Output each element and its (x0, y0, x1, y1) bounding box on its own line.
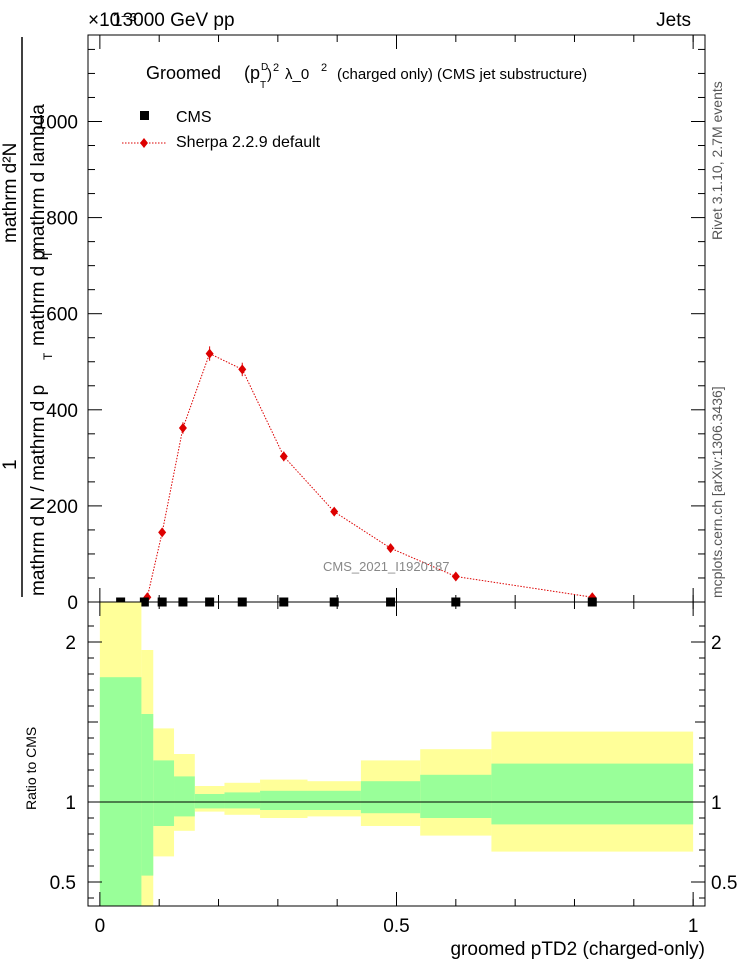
ratio-marks (88, 602, 705, 906)
mc-point (279, 451, 288, 462)
ratio-band-inner (141, 714, 154, 876)
ratio-band-inner (360, 781, 421, 814)
ratio-ticks: 0.5 0.5 1 1 2 2 0 0.5 1 (50, 602, 737, 937)
mc-point (178, 423, 187, 434)
ylabel-num-sub: T (41, 250, 55, 258)
ylabel-one: 1 (0, 459, 21, 470)
title-sup-3: 2 (321, 62, 327, 74)
rivet-version: Rivet 3.1.10, 2.7M events (709, 81, 725, 240)
legend-mc-label: Sherpa 2.2.9 default (176, 134, 321, 151)
ratio-band-inner (307, 790, 361, 810)
title-sup-d: D (261, 62, 268, 73)
title-paren-open: (p (244, 63, 260, 83)
y-tick-label: 600 (46, 305, 78, 326)
ylabel-numerator-top: mathrm d²N (0, 143, 21, 243)
mc-line (146, 352, 593, 598)
legend-mc-marker (140, 138, 148, 148)
x-tick-label: 0.5 (383, 916, 409, 937)
legend-cms-marker (140, 111, 149, 120)
mc-point (158, 527, 167, 538)
header-right: Jets (656, 10, 691, 31)
ylabel-denominator: mathrm d N / mathrm d p (28, 385, 49, 596)
ratio-band-inner (420, 774, 492, 818)
y-tick-label: 1000 (36, 112, 78, 133)
mc-point (330, 506, 339, 517)
ratio-band-inner (99, 677, 142, 906)
y-tick-label: 800 (46, 209, 78, 230)
header-left: 13000 GeV pp (112, 10, 235, 31)
title-lambda: λ_0 (285, 66, 309, 83)
ratio-y-tick-label: 2 (65, 633, 76, 654)
y-tick-label: 400 (46, 401, 78, 422)
y-tick-label: 200 (46, 497, 78, 518)
ratio-y-tick-label-right: 1 (711, 793, 722, 814)
ratio-band-inner (153, 760, 175, 826)
title-paren-close: ) (267, 66, 272, 83)
y-tick-label: 0 (67, 593, 78, 614)
ylabel-numerator-tail: mathrm d lambda (28, 104, 49, 252)
main-ticks: 0 200 400 600 800 1000 (36, 35, 705, 614)
ratio-y-tick-label-right: 0.5 (711, 873, 737, 894)
plot-title: Groomed (p T D ) 2 λ_0 2 (charged only) … (146, 62, 587, 91)
ratio-band-inner (260, 790, 308, 810)
ratio-y-tick-label: 1 (65, 793, 76, 814)
x-tick-label: 0 (95, 916, 106, 937)
ratio-band-inner (174, 776, 195, 817)
x-tick-label: 1 (688, 916, 699, 937)
ratio-y-label: Ratio to CMS (23, 727, 39, 810)
ratio-band-inner (194, 794, 225, 809)
main-y-label: 1 mathrm d N / mathrm d p T mathrm d²N m… (0, 37, 55, 597)
y-multiplier: ×10⁻³ (88, 10, 137, 31)
ratio-y-tick-label: 0.5 (50, 873, 76, 894)
ylabel-numerator-bottom: mathrm d p (28, 250, 49, 346)
mc-point (205, 348, 214, 359)
ratio-y-tick-label-right: 2 (711, 633, 722, 654)
mcplots-reference: mcplots.cern.ch [arXiv:1306.3436] (709, 386, 725, 598)
title-sub-t: T (260, 80, 266, 91)
ylabel-den-sub: T (41, 352, 55, 360)
mc-point (386, 543, 395, 554)
ratio-band-inner (224, 792, 261, 809)
mc-point (238, 364, 247, 375)
ratio-band-inner (491, 763, 694, 825)
title-word: Groomed (146, 63, 221, 83)
ratio-panel: 0.5 0.5 1 1 2 2 0 0.5 1 (50, 601, 737, 937)
title-sup-2: 2 (273, 62, 279, 74)
title-tail: (charged only) (CMS jet substructure) (337, 66, 587, 83)
mc-point (451, 571, 460, 582)
legend: CMS Sherpa 2.2.9 default (122, 109, 321, 151)
analysis-watermark: CMS_2021_I1920187 (323, 559, 450, 574)
main-panel: 0 200 400 600 800 1000 (36, 34, 706, 614)
x-axis-label: groomed pTD2 (charged-only) (450, 939, 705, 960)
legend-cms-label: CMS (176, 109, 212, 126)
